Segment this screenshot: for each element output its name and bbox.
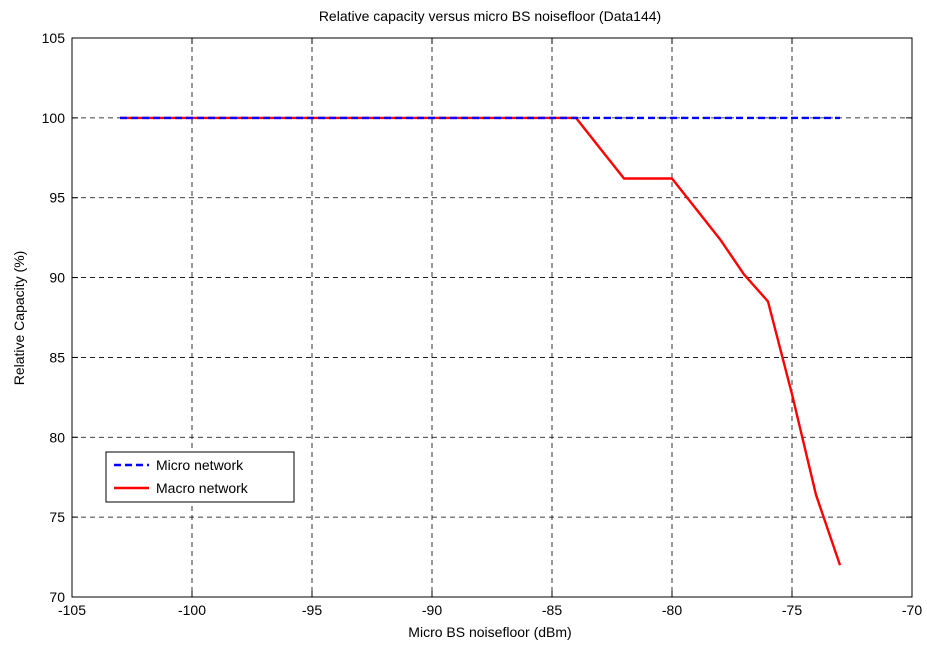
y-tick-label: 90 bbox=[49, 270, 65, 286]
legend-label-macro-network: Macro network bbox=[156, 480, 249, 496]
series-line-macro-network bbox=[120, 116, 842, 566]
x-axis-label: Micro BS noisefloor (dBm) bbox=[408, 624, 571, 640]
x-tick-label: -100 bbox=[178, 602, 206, 618]
plot-area-frame bbox=[71, 37, 913, 598]
x-tick-label: -90 bbox=[422, 602, 442, 618]
x-tick-label: -80 bbox=[662, 602, 682, 618]
y-axis-label: Relative Capacity (%) bbox=[11, 251, 27, 386]
legend: Micro network Macro network bbox=[105, 451, 295, 503]
series-layer bbox=[120, 116, 842, 566]
legend-label-micro-network: Micro network bbox=[156, 457, 244, 473]
y-tick-label: 85 bbox=[49, 349, 65, 365]
chart-title: Relative capacity versus micro BS noisef… bbox=[319, 8, 661, 24]
x-tick-label: -85 bbox=[542, 602, 562, 618]
y-tick-label: 75 bbox=[49, 509, 65, 525]
y-tick-label: 95 bbox=[49, 190, 65, 206]
x-tick-label: -70 bbox=[902, 602, 922, 618]
legend-box bbox=[105, 451, 295, 503]
x-tick-label: -75 bbox=[782, 602, 802, 618]
y-tick-label: 80 bbox=[49, 429, 65, 445]
y-tick-label: 100 bbox=[42, 110, 66, 126]
x-tick-label: -95 bbox=[302, 602, 322, 618]
y-tick-label: 70 bbox=[49, 589, 65, 605]
x-tick-label: -105 bbox=[58, 602, 86, 618]
y-tick-label: 105 bbox=[42, 30, 66, 46]
ticks: -105 -100 -95 -90 -85 -80 -75 -70 70 75 80 85 90 95 10… bbox=[42, 30, 923, 618]
